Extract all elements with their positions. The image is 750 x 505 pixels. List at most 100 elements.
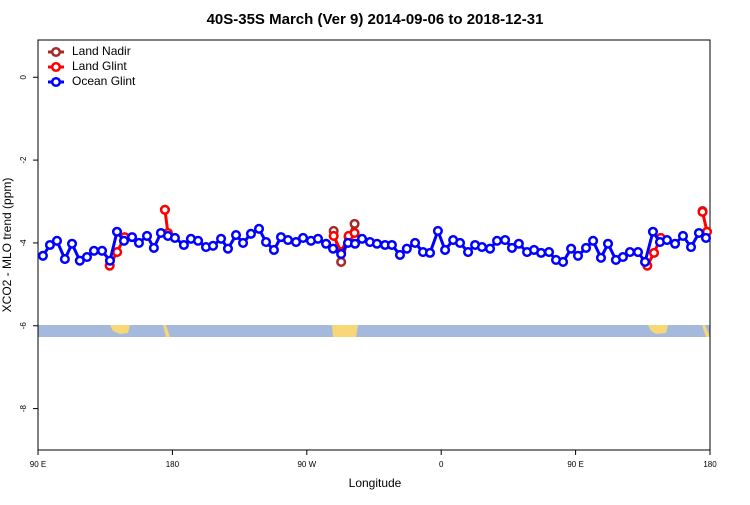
data-point	[386, 239, 397, 251]
data-point	[440, 244, 451, 256]
data-point	[59, 254, 70, 265]
data-point	[312, 233, 324, 244]
data-point	[112, 246, 123, 258]
data-point	[581, 242, 592, 253]
data-point	[536, 247, 547, 258]
data-point	[410, 237, 421, 248]
data-point	[632, 246, 644, 258]
data-point	[127, 232, 138, 243]
data-point	[44, 239, 55, 251]
data-point	[624, 246, 636, 258]
data-point	[178, 239, 189, 251]
data-point	[148, 242, 159, 253]
data-point	[66, 238, 78, 249]
data-point	[595, 252, 607, 263]
data-point	[268, 244, 279, 256]
y-tick-label: -8	[19, 404, 28, 412]
x-tick-label: 180	[166, 460, 180, 469]
data-point	[476, 242, 488, 253]
data-point	[245, 228, 256, 239]
data-point	[463, 246, 474, 258]
data-point	[253, 223, 265, 234]
data-point	[371, 238, 383, 249]
data-point	[169, 232, 180, 244]
data-point	[677, 230, 689, 241]
data-point	[133, 237, 144, 248]
y-tick-label: -6	[19, 322, 28, 330]
x-tick-label: 180	[703, 460, 717, 469]
data-point	[349, 238, 361, 249]
legend-marker	[50, 61, 62, 73]
land	[110, 325, 130, 334]
data-point	[543, 246, 555, 258]
data-point	[193, 235, 204, 246]
data-point	[349, 227, 360, 239]
data-point	[216, 233, 227, 244]
land	[332, 325, 358, 337]
ocean-band	[38, 325, 710, 337]
data-point	[700, 232, 712, 244]
x-tick-label: 90 W	[297, 460, 316, 469]
data-point	[661, 234, 673, 246]
data-point	[500, 234, 511, 246]
data-point	[81, 251, 93, 263]
data-point	[401, 243, 412, 254]
plot-frame	[37, 39, 711, 451]
data-point	[207, 240, 219, 251]
legend-marker	[50, 76, 62, 88]
map-strip	[38, 325, 710, 337]
data-point	[693, 227, 704, 239]
data-point	[394, 249, 406, 260]
data-point	[349, 218, 360, 229]
data-point	[111, 226, 123, 237]
data-point	[558, 256, 569, 268]
data-point	[484, 243, 496, 254]
data-point	[506, 242, 518, 253]
data-point	[97, 245, 108, 256]
data-point	[670, 238, 681, 249]
data-point	[260, 237, 272, 248]
chart-title: 40S-35S March (Ver 9) 2014-09-06 to 2018…	[207, 11, 544, 28]
data-point	[51, 235, 63, 246]
data-point	[588, 235, 599, 246]
data-point	[222, 243, 234, 254]
data-point	[37, 250, 48, 261]
data-point	[454, 237, 466, 248]
data-point	[298, 232, 309, 244]
legend-label: Land Glint	[72, 59, 127, 73]
data-point	[321, 238, 332, 249]
data-point	[159, 204, 170, 215]
land	[648, 325, 668, 334]
data-point	[639, 256, 651, 268]
data-point	[282, 234, 294, 246]
legend-label: Ocean Glint	[72, 74, 136, 88]
data-point	[697, 206, 708, 217]
data-point	[572, 250, 584, 261]
data-point	[118, 235, 130, 246]
x-tick-label: 0	[439, 460, 444, 469]
x-tick-label: 90 E	[567, 460, 583, 469]
data-point	[237, 237, 249, 248]
data-point	[230, 230, 242, 241]
data-point	[492, 235, 503, 246]
data-point	[104, 255, 116, 266]
y-axis-label: XCO2 - MLO trend (ppm)	[0, 178, 14, 313]
x-axis-label: Longitude	[349, 476, 402, 490]
data-point	[685, 242, 697, 253]
land	[163, 325, 170, 337]
legend-label: Land Nadir	[72, 44, 131, 58]
x-tick-label: 90 E	[30, 460, 46, 469]
data-point	[602, 238, 614, 249]
legend-marker	[50, 46, 62, 58]
y-tick-label: -2	[19, 156, 28, 164]
data-point	[328, 243, 339, 254]
y-tick-label: 0	[19, 74, 28, 79]
data-point	[566, 243, 577, 254]
data-point	[647, 226, 659, 237]
land	[702, 325, 710, 337]
data-point	[357, 233, 368, 244]
data-point	[336, 249, 347, 260]
data-point	[617, 251, 628, 263]
